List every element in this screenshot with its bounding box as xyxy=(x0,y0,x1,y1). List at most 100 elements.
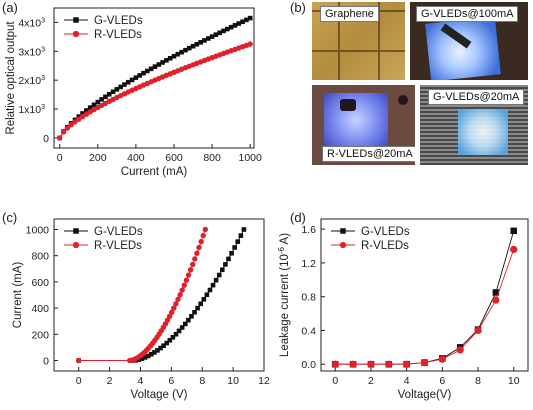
data-point xyxy=(175,296,181,303)
data-point xyxy=(167,55,173,61)
y-axis-label: Current (mA) xyxy=(12,262,24,329)
data-point xyxy=(194,250,200,256)
data-point xyxy=(148,351,154,357)
data-point xyxy=(220,267,225,273)
data-point xyxy=(170,335,176,340)
panel-label-c: (c) xyxy=(2,210,17,225)
data-point xyxy=(125,79,131,85)
legend-marker xyxy=(73,17,79,23)
data-point xyxy=(173,301,179,307)
x-tick-label: 1000 xyxy=(239,152,263,164)
data-point xyxy=(209,34,215,39)
series-r-vleds xyxy=(331,245,518,368)
legend-label: G-VLEDs xyxy=(361,226,410,238)
data-point xyxy=(202,38,207,43)
legend-label: R-VLEDs xyxy=(361,240,409,252)
data-point xyxy=(196,244,202,251)
data-point xyxy=(189,314,194,319)
legend-entry-r-vleds: R-VLEDs xyxy=(64,240,142,252)
series-r-vleds xyxy=(76,226,209,364)
series-g-vleds xyxy=(332,227,517,368)
data-point xyxy=(156,62,162,67)
data-point xyxy=(187,267,194,273)
y-tick-label: 4x103 xyxy=(18,17,45,29)
x-tick-label: 12 xyxy=(258,375,270,387)
legend-entry-g-vleds: G-VLEDs xyxy=(64,15,143,27)
x-tick-label: 4 xyxy=(404,375,410,387)
data-point xyxy=(190,43,196,49)
data-point xyxy=(185,272,192,278)
legend-label: R-VLEDs xyxy=(94,240,142,252)
x-tick-label: 2 xyxy=(368,375,374,387)
data-point xyxy=(232,245,237,250)
data-point xyxy=(181,282,188,288)
y-tick-label: 200 xyxy=(31,329,49,341)
series-line xyxy=(335,249,515,365)
legend-marker xyxy=(339,241,347,249)
data-point xyxy=(241,227,247,232)
legend-marker xyxy=(73,228,79,234)
data-point xyxy=(152,350,157,355)
y-tick-label: 800 xyxy=(31,251,49,263)
data-point xyxy=(200,232,206,239)
data-point xyxy=(133,75,139,80)
x-tick-label: 6 xyxy=(168,375,174,387)
data-point xyxy=(179,325,185,330)
legend-entry-r-vleds: R-VLEDs xyxy=(331,240,409,252)
y-tick-label: 2x103 xyxy=(18,75,45,87)
data-point xyxy=(240,19,245,25)
data-point xyxy=(114,87,120,92)
data-point xyxy=(80,111,85,116)
legend-marker xyxy=(340,228,346,234)
y-tick-label: 0.8 xyxy=(301,292,316,304)
data-point xyxy=(164,58,169,63)
data-point xyxy=(122,82,127,87)
y-tick-label: 0.0 xyxy=(301,359,316,371)
photo-g-vleds-100ma: G-VLEDs@100mA xyxy=(410,2,528,80)
data-point xyxy=(158,345,163,351)
y-tick-label: 0.4 xyxy=(301,325,316,337)
photo-g-vleds-20ma: G-VLEDs@20mA xyxy=(420,85,528,165)
plot-frame xyxy=(320,218,529,372)
data-point xyxy=(420,358,429,367)
data-point xyxy=(152,64,158,69)
data-point xyxy=(228,24,234,30)
data-point xyxy=(182,321,188,327)
photo-caption-g-vleds-100ma: G-VLEDs@100mA xyxy=(416,6,519,22)
photo-caption-graphene: Graphene xyxy=(320,6,379,22)
photo-caption-g-vleds-20ma: G-VLEDs@20mA xyxy=(428,89,525,105)
data-point xyxy=(247,41,253,47)
data-point xyxy=(183,277,190,283)
data-point xyxy=(226,256,231,262)
data-point xyxy=(176,328,182,334)
x-tick-label: 10 xyxy=(227,375,239,387)
data-point xyxy=(205,36,211,41)
data-point xyxy=(201,297,207,302)
y-tick-label: 0 xyxy=(43,133,49,145)
legend-marker xyxy=(72,241,80,249)
series-r-vleds xyxy=(57,41,253,141)
panel-label-a: (a) xyxy=(2,0,18,15)
data-point xyxy=(247,15,253,21)
data-point xyxy=(173,331,179,337)
data-point xyxy=(198,40,203,45)
y-tick-label: 1.6 xyxy=(301,224,316,236)
data-point xyxy=(385,360,393,368)
x-axis-label: Voltage (V) xyxy=(131,389,188,401)
data-point xyxy=(160,60,165,65)
data-point xyxy=(238,233,244,238)
data-point xyxy=(76,116,82,122)
data-point xyxy=(145,353,151,359)
x-axis-label: Current (mA) xyxy=(121,166,188,178)
data-point xyxy=(99,97,104,102)
x-tick-label: 2 xyxy=(107,375,113,387)
data-point xyxy=(57,135,63,141)
x-axis-label: Voltage(V) xyxy=(398,389,452,401)
data-point xyxy=(110,89,116,95)
data-point xyxy=(403,360,411,368)
data-point xyxy=(145,68,150,74)
legend-label: G-VLEDs xyxy=(94,15,143,27)
data-point xyxy=(198,301,203,307)
data-point xyxy=(235,239,241,244)
data-point xyxy=(171,305,177,311)
